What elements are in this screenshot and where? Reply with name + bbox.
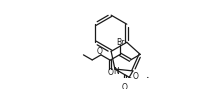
Text: O: O [96, 47, 102, 56]
Text: O: O [121, 83, 127, 89]
Text: O: O [107, 68, 113, 77]
Text: N: N [113, 67, 118, 76]
Text: O: O [132, 72, 138, 81]
Text: Br: Br [115, 38, 124, 47]
